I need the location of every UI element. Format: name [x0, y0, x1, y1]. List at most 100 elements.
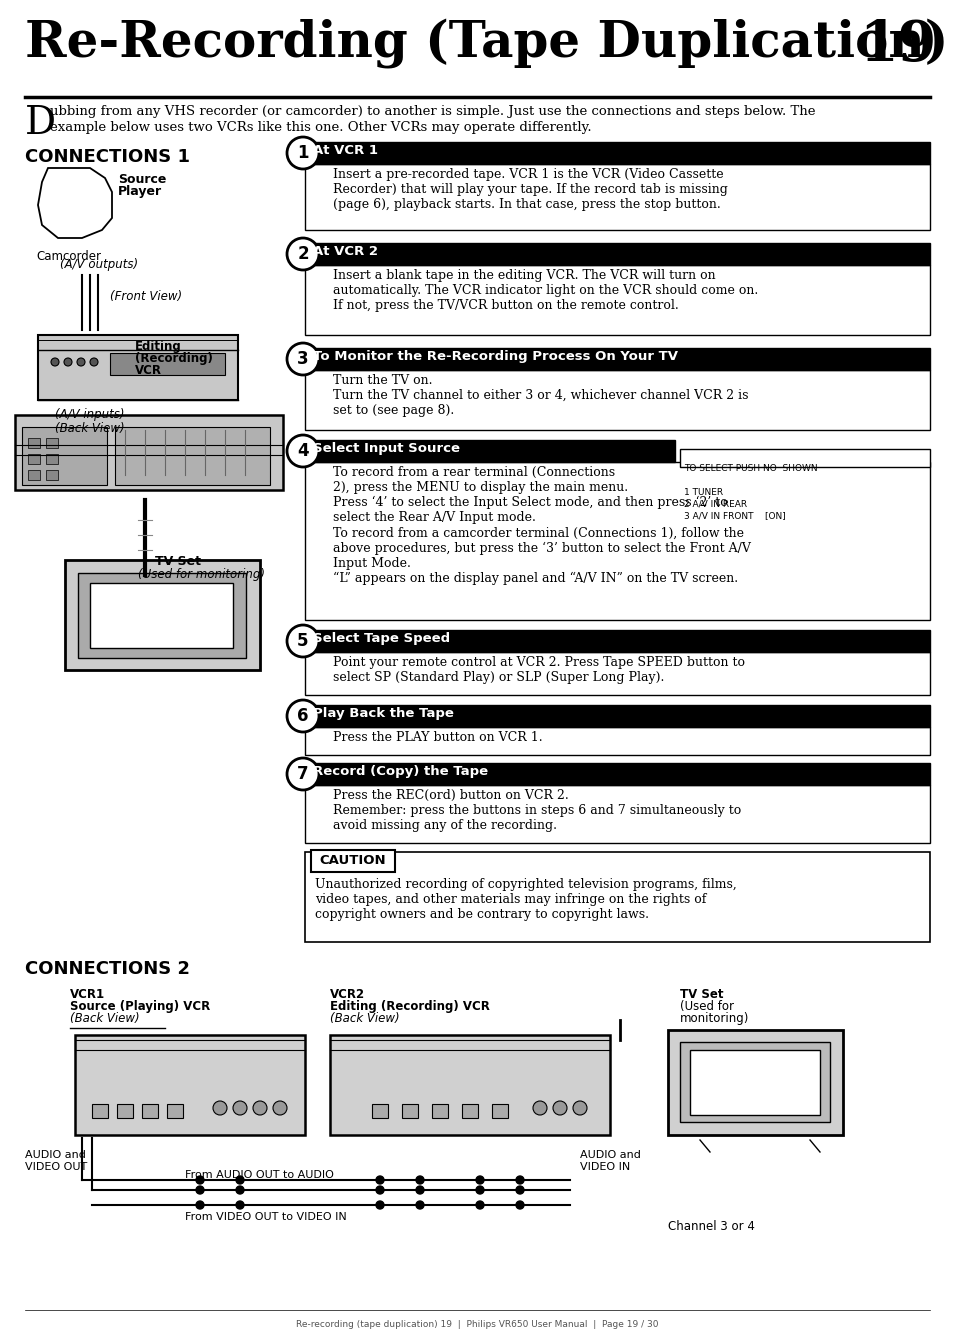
FancyBboxPatch shape — [46, 470, 58, 480]
Text: (Recording): (Recording) — [135, 352, 213, 365]
Text: Unauthorized recording of copyrighted television programs, films,
video tapes, a: Unauthorized recording of copyrighted te… — [314, 878, 736, 920]
Text: Record (Copy) the Tape: Record (Copy) the Tape — [313, 765, 488, 778]
Text: Play Back the Tape: Play Back the Tape — [313, 707, 454, 721]
Text: TO SELECT PUSH NO  SHOWN

1 TUNER
2 A/V IN REAR
3 A/V IN FRONT    [ON]: TO SELECT PUSH NO SHOWN 1 TUNER 2 A/V IN… — [683, 464, 817, 521]
FancyBboxPatch shape — [311, 850, 395, 872]
Circle shape — [476, 1201, 483, 1209]
Text: CONNECTIONS 1: CONNECTIONS 1 — [25, 148, 190, 166]
Text: (Back View): (Back View) — [330, 1012, 399, 1026]
FancyBboxPatch shape — [305, 164, 929, 230]
Text: Re-recording (tape duplication) 19  |  Philips VR650 User Manual  |  Page 19 / 3: Re-recording (tape duplication) 19 | Phi… — [295, 1320, 658, 1329]
FancyBboxPatch shape — [679, 449, 929, 468]
Text: (Back View): (Back View) — [70, 1012, 139, 1026]
Circle shape — [77, 358, 85, 366]
FancyBboxPatch shape — [28, 438, 40, 448]
Circle shape — [533, 1102, 546, 1115]
FancyBboxPatch shape — [461, 1104, 477, 1118]
Circle shape — [287, 137, 318, 169]
FancyBboxPatch shape — [679, 1042, 829, 1122]
Circle shape — [195, 1176, 204, 1184]
Text: Select Tape Speed: Select Tape Speed — [313, 631, 450, 645]
FancyBboxPatch shape — [28, 470, 40, 480]
Text: D: D — [25, 105, 56, 143]
Text: From VIDEO OUT to VIDEO IN: From VIDEO OUT to VIDEO IN — [185, 1212, 346, 1221]
FancyBboxPatch shape — [305, 143, 929, 164]
Text: 2: 2 — [297, 245, 309, 262]
Text: (A/V inputs): (A/V inputs) — [55, 408, 125, 421]
Text: Select Input Source: Select Input Source — [313, 442, 459, 456]
Text: At VCR 2: At VCR 2 — [313, 245, 377, 258]
Text: 4: 4 — [297, 442, 309, 460]
Text: 5: 5 — [297, 631, 309, 650]
FancyBboxPatch shape — [432, 1104, 448, 1118]
Text: TV Set: TV Set — [154, 555, 201, 567]
FancyBboxPatch shape — [115, 428, 270, 485]
Circle shape — [195, 1185, 204, 1193]
Circle shape — [416, 1185, 423, 1193]
Circle shape — [253, 1102, 267, 1115]
Circle shape — [235, 1185, 244, 1193]
Circle shape — [287, 701, 318, 733]
Text: 19: 19 — [858, 19, 935, 73]
FancyBboxPatch shape — [492, 1104, 507, 1118]
Circle shape — [195, 1201, 204, 1209]
Circle shape — [64, 358, 71, 366]
Text: Point your remote control at VCR 2. Press Tape SPEED button to
select SP (Standa: Point your remote control at VCR 2. Pres… — [333, 655, 744, 685]
FancyBboxPatch shape — [46, 454, 58, 464]
Circle shape — [90, 358, 98, 366]
FancyBboxPatch shape — [305, 705, 929, 727]
Text: (Used for monitoring): (Used for monitoring) — [138, 567, 265, 581]
FancyBboxPatch shape — [22, 428, 107, 485]
FancyBboxPatch shape — [110, 353, 225, 376]
FancyBboxPatch shape — [305, 370, 929, 430]
Circle shape — [233, 1102, 247, 1115]
FancyBboxPatch shape — [305, 265, 929, 336]
Circle shape — [287, 625, 318, 657]
FancyBboxPatch shape — [142, 1104, 158, 1118]
Text: TV Set: TV Set — [679, 988, 722, 1002]
FancyBboxPatch shape — [38, 336, 237, 400]
FancyBboxPatch shape — [305, 348, 929, 370]
Circle shape — [235, 1176, 244, 1184]
Circle shape — [476, 1185, 483, 1193]
Circle shape — [375, 1176, 384, 1184]
Text: VCR: VCR — [135, 364, 162, 377]
Text: (Used for: (Used for — [679, 1000, 733, 1014]
FancyBboxPatch shape — [91, 1104, 108, 1118]
Circle shape — [553, 1102, 566, 1115]
Text: 1: 1 — [297, 144, 309, 163]
Circle shape — [476, 1176, 483, 1184]
FancyBboxPatch shape — [305, 242, 929, 265]
Text: To record from a rear terminal (Connections
2), press the MENU to display the ma: To record from a rear terminal (Connecti… — [333, 466, 750, 585]
FancyBboxPatch shape — [330, 1035, 609, 1135]
FancyBboxPatch shape — [305, 785, 929, 843]
Text: Re-Recording (Tape Duplication): Re-Recording (Tape Duplication) — [25, 19, 947, 68]
FancyBboxPatch shape — [167, 1104, 183, 1118]
FancyBboxPatch shape — [15, 416, 283, 490]
FancyBboxPatch shape — [90, 583, 233, 647]
Circle shape — [213, 1102, 227, 1115]
Text: Turn the TV on.
Turn the TV channel to either 3 or 4, whichever channel VCR 2 is: Turn the TV on. Turn the TV channel to e… — [333, 374, 748, 417]
Circle shape — [516, 1176, 523, 1184]
FancyBboxPatch shape — [372, 1104, 388, 1118]
Text: CAUTION: CAUTION — [318, 854, 385, 867]
FancyBboxPatch shape — [305, 630, 929, 651]
Text: Channel 3 or 4: Channel 3 or 4 — [667, 1220, 754, 1233]
Circle shape — [573, 1102, 586, 1115]
Text: CONNECTIONS 2: CONNECTIONS 2 — [25, 960, 190, 978]
FancyBboxPatch shape — [305, 440, 675, 462]
Circle shape — [287, 238, 318, 270]
Text: VCR2: VCR2 — [330, 988, 365, 1002]
Circle shape — [416, 1176, 423, 1184]
Text: Press the PLAY button on VCR 1.: Press the PLAY button on VCR 1. — [333, 731, 542, 745]
FancyBboxPatch shape — [305, 852, 929, 942]
Text: Editing (Recording) VCR: Editing (Recording) VCR — [330, 1000, 489, 1014]
Circle shape — [235, 1201, 244, 1209]
Text: From AUDIO OUT to AUDIO: From AUDIO OUT to AUDIO — [185, 1169, 334, 1180]
Text: 6: 6 — [297, 707, 309, 725]
FancyBboxPatch shape — [28, 454, 40, 464]
Circle shape — [375, 1201, 384, 1209]
Text: (Back View): (Back View) — [55, 422, 125, 436]
FancyBboxPatch shape — [65, 559, 260, 670]
Circle shape — [516, 1201, 523, 1209]
